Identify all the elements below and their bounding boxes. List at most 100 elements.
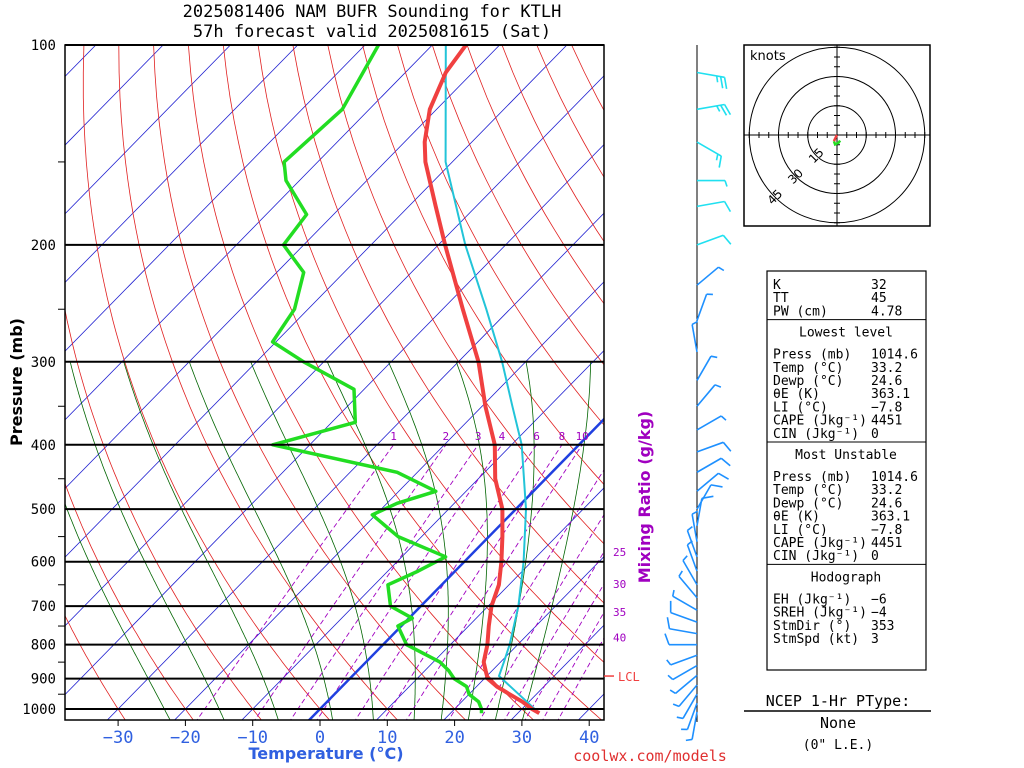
dry-adiabat-line xyxy=(118,45,398,720)
moist-adiabat-line xyxy=(455,361,488,720)
wind-barb-half-flag xyxy=(676,716,684,720)
mixing-ratio-line xyxy=(448,469,604,720)
wind-barb-staff xyxy=(696,71,725,79)
wind-barb-staff xyxy=(682,560,698,586)
stat-lowest-value: 24.6 xyxy=(871,374,902,389)
ptype-amount: (0" L.E.) xyxy=(803,738,873,753)
wind-barb-half-flag xyxy=(715,75,719,83)
stat-lowest-label: LI (°C) xyxy=(773,400,828,415)
stat-unstable-label: Dewp (°C) xyxy=(773,496,843,511)
wind-barb-staff xyxy=(696,103,725,111)
wind-barb-flag xyxy=(722,441,732,452)
isotherm-line xyxy=(443,555,604,720)
wind-barb-staff xyxy=(696,441,724,453)
stat-hodograph-label: SREH (Jkg⁻¹) xyxy=(773,606,867,621)
wind-barb-staff xyxy=(691,514,698,542)
mixing-ratio-line xyxy=(504,551,604,720)
wind-barb xyxy=(696,441,732,453)
dry-adiabat-line xyxy=(292,45,604,604)
mixing-ratio-label: 6 xyxy=(533,430,540,443)
isotherm-line xyxy=(65,45,366,352)
wind-barb-staff xyxy=(686,530,698,558)
dry-adiabat-line xyxy=(397,45,604,426)
stat-hodograph-label: StmSpd (kt) xyxy=(773,632,859,647)
stat-unstable-label: Temp (°C) xyxy=(773,483,843,498)
wind-barb-flag xyxy=(719,104,728,116)
stat-lowest-value: 1014.6 xyxy=(871,348,918,363)
mixing-ratio-axis-label: Mixing Ratio (g/kg) xyxy=(635,411,654,583)
pressure-tick-label: 600 xyxy=(31,555,56,571)
mixing-ratio-label: 3 xyxy=(475,430,482,443)
wind-barb xyxy=(664,633,697,646)
wind-barb xyxy=(696,355,718,381)
wind-barb-half-flag xyxy=(715,105,721,112)
stat-unstable-label: LI (°C) xyxy=(773,523,828,538)
moist-adiabat-line xyxy=(69,361,225,720)
stat-index-label: TT xyxy=(773,291,789,306)
pressure-tick-label: 500 xyxy=(31,502,56,518)
wind-barb xyxy=(669,600,698,623)
stat-unstable-label: CAPE (Jkg⁻¹) xyxy=(773,536,867,551)
wind-barb xyxy=(696,472,729,492)
chart-subtitle: 57h forecast valid 2025081615 (Sat) xyxy=(193,22,551,42)
mixing-ratio-line xyxy=(196,444,394,720)
pressure-axis-label: Pressure (mb) xyxy=(7,318,26,446)
chart-title: 2025081406 NAM BUFR Sounding for KTLH xyxy=(183,2,562,22)
wind-barb-flag xyxy=(722,234,732,245)
mixing-ratio-label: 8 xyxy=(559,430,566,443)
wind-barb-staff xyxy=(696,384,716,407)
wind-barb-staff xyxy=(670,611,698,623)
mixing-ratio-line xyxy=(354,444,537,720)
temperature-tick-label: 40 xyxy=(579,728,599,748)
wind-barb-staff xyxy=(696,355,712,381)
wind-barb-flag xyxy=(723,77,728,90)
wind-barb-staff xyxy=(672,664,698,681)
wind-barb-staff xyxy=(696,457,722,473)
wind-barb-flag xyxy=(664,633,670,645)
mixing-ratio-side-label: 25 xyxy=(613,546,626,559)
isotherm-line xyxy=(65,45,231,215)
wind-barb-staff xyxy=(672,595,698,611)
wind-barb-flag xyxy=(718,472,729,480)
ptype-title: NCEP 1-Hr PType: xyxy=(766,692,911,710)
ptype-panel: NCEP 1-Hr PType: None (0" L.E.) xyxy=(744,692,931,753)
temperature-tick-label: 20 xyxy=(444,728,464,748)
dry-adiabat-line xyxy=(188,45,535,720)
mixing-ratio-lines xyxy=(196,444,604,720)
isotherm-line xyxy=(174,281,604,720)
wind-barb-staff xyxy=(696,266,719,286)
wind-barb xyxy=(697,179,728,187)
wind-barb xyxy=(671,589,698,611)
isotherm-line xyxy=(65,45,433,421)
stats-box xyxy=(766,270,927,671)
stat-unstable-value: 24.6 xyxy=(871,496,902,511)
pressure-tick-label: 300 xyxy=(31,355,56,371)
isotherm-line xyxy=(65,143,604,696)
temperature-tick-label: −30 xyxy=(103,728,134,748)
wind-barb-half-flag xyxy=(678,570,683,577)
stat-lowest-value: 0 xyxy=(871,427,879,442)
temperature-tick-label: −20 xyxy=(170,728,201,748)
most-unstable-title: Most Unstable xyxy=(795,448,897,463)
moist-adiabat-line xyxy=(65,502,171,720)
wind-barb xyxy=(669,674,698,695)
wind-barb xyxy=(696,484,723,510)
mixing-ratio-line xyxy=(524,583,604,720)
stat-unstable-value: 1014.6 xyxy=(871,470,918,485)
stat-hodograph-value: −4 xyxy=(871,606,887,621)
wind-barb xyxy=(696,103,732,116)
stat-lowest-value: 363.1 xyxy=(871,387,910,402)
pressure-tick-label: 700 xyxy=(31,599,56,615)
wind-barb-half-flag xyxy=(685,738,693,742)
stat-unstable-label: Press (mb) xyxy=(773,470,851,485)
isotherm-line xyxy=(375,487,604,720)
mixing-ratio-line xyxy=(290,444,479,720)
wind-barb-half-flag xyxy=(686,525,693,532)
wind-barb-half-flag xyxy=(682,555,688,562)
wind-barb-flag xyxy=(723,104,732,116)
ptype-value: None xyxy=(820,714,856,732)
wind-barb-half-flag xyxy=(720,415,727,421)
wind-barb-staff xyxy=(678,575,698,599)
wind-barb-staff xyxy=(669,627,698,635)
